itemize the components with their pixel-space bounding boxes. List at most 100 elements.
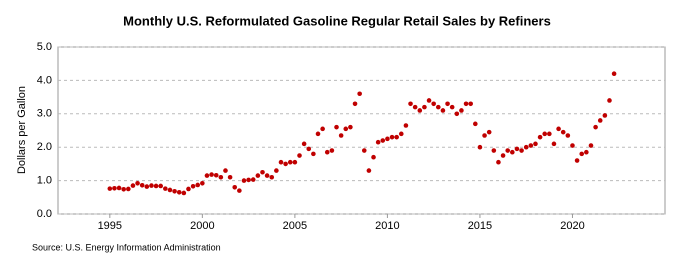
data-point [593,124,598,130]
x-tick-label: 2020 [560,220,584,232]
data-point [320,126,325,132]
data-point [144,184,150,189]
data-point [287,159,293,165]
data-point [153,183,159,189]
data-point [491,148,497,153]
data-point [584,149,589,155]
data-point [315,131,321,137]
x-tick-label: 2000 [190,220,214,232]
data-point [482,133,487,138]
data-point [269,174,275,180]
data-point [510,149,515,155]
y-tick-label: 5.0 [37,41,52,53]
data-point [357,91,362,97]
data-point [246,177,251,183]
data-point [126,186,131,192]
plot-frame [57,46,666,215]
data-point [597,118,603,123]
data-point [560,129,566,135]
data-point [297,153,302,158]
data-point [500,153,506,158]
source-note: Source: U.S. Energy Information Administ… [32,242,221,252]
data-point [213,172,219,178]
x-tick-label: 1995 [98,220,122,232]
data-point [338,133,344,138]
data-point [380,138,386,143]
data-point [542,131,548,137]
data-point [403,123,409,128]
data-point [473,121,478,127]
data-point [408,101,413,107]
data-point [190,183,196,189]
data-point [167,187,173,193]
data-point [176,189,182,195]
data-point [223,168,228,173]
data-point [514,146,520,152]
data-point [523,144,529,150]
data-point [547,131,552,137]
data-point [186,186,191,192]
data-point [121,186,126,192]
data-point [375,139,381,145]
data-point [264,173,270,178]
data-point [306,146,312,152]
data-point [440,108,446,113]
data-point [459,108,464,113]
data-point [611,71,617,77]
y-axis-label: Dollars per Gallon [16,86,28,174]
data-point [361,148,367,153]
data-point [412,104,418,110]
data-point [329,148,335,153]
data-point [200,180,205,186]
data-point [570,143,575,148]
y-tick-label: 3.0 [37,108,52,120]
data-point [551,141,557,147]
y-tick-label: 1.0 [37,175,52,187]
data-point [283,161,288,167]
data-point [537,134,543,140]
data-point [445,101,450,107]
data-point [260,169,265,175]
data-point [574,158,580,163]
data-point [250,177,256,182]
data-point [556,126,561,132]
chart-title: Monthly U.S. Reformulated Gasoline Regul… [123,13,551,28]
data-point [334,124,339,130]
data-point [463,101,469,107]
data-point [486,129,492,135]
data-point [163,186,168,191]
data-point [237,188,242,193]
data-point [496,159,501,165]
data-point [436,104,441,110]
data-point [422,104,427,110]
x-tick-label: 2010 [375,220,399,232]
data-point [468,101,473,107]
data-point [588,143,594,148]
data-point [426,98,432,103]
data-point [352,101,358,107]
data-point [343,126,349,132]
data-point [158,183,164,189]
data-point [301,141,307,147]
data-point [533,141,538,147]
data-point [255,173,261,178]
data-point [204,173,210,178]
data-point [135,180,140,186]
data-point [528,143,534,148]
data-point [449,104,455,110]
data-point [195,182,201,188]
data-point [241,178,247,183]
data-point [602,113,608,118]
data-point [181,190,187,196]
data-point [389,134,395,140]
data-point [116,185,122,191]
data-point [417,108,423,113]
data-point [398,131,404,137]
y-tick-label: 0.0 [37,208,52,220]
data-point [218,174,224,180]
data-point [565,133,571,138]
x-tick-label: 2005 [283,220,307,232]
data-point [139,182,145,188]
data-point [149,183,154,188]
